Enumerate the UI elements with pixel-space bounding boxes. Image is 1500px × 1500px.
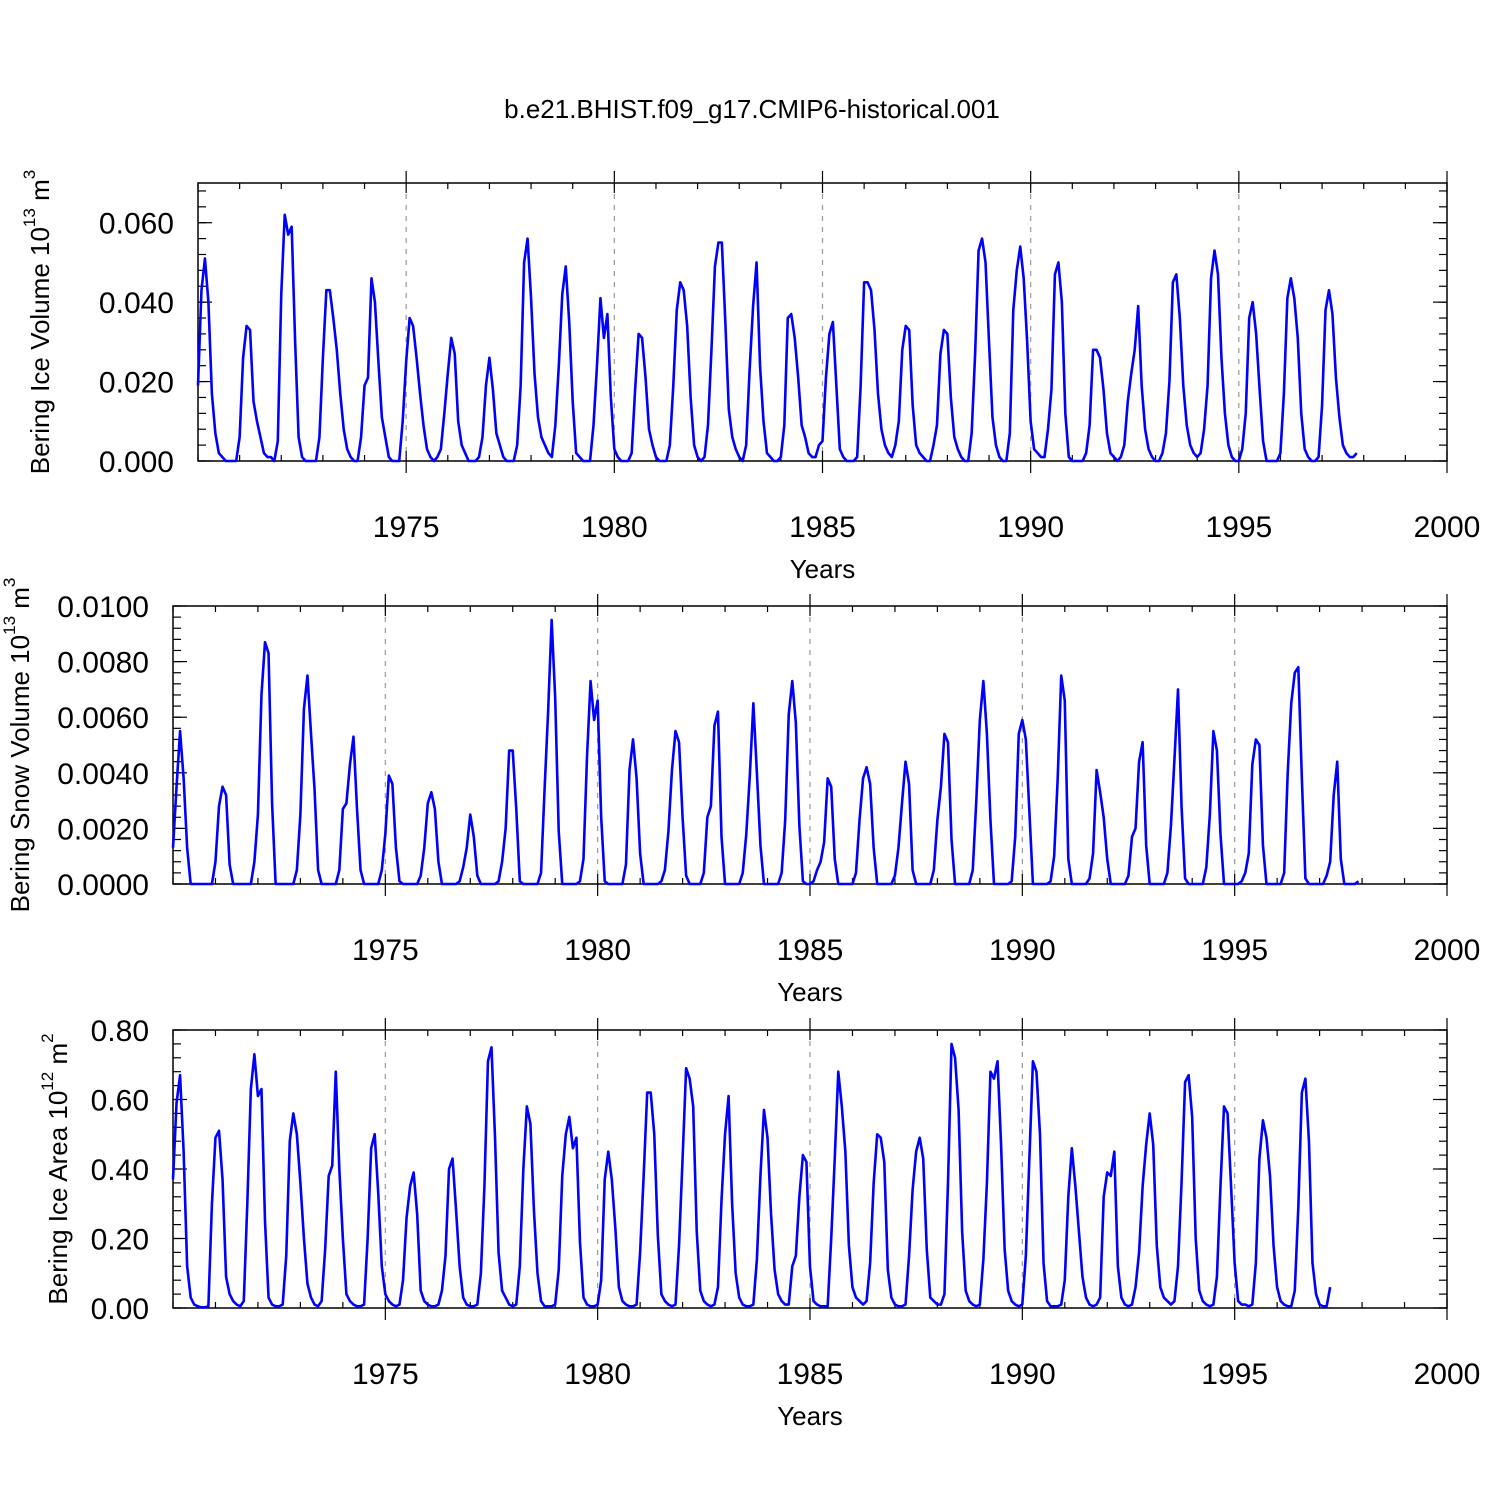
y-axis-label-yunit_base: 10 bbox=[43, 1091, 73, 1120]
y-axis-label-ylabel: Bering Ice Volume bbox=[25, 256, 55, 474]
x-tick-label: 2000 bbox=[1414, 511, 1481, 544]
x-axis-label: Years bbox=[777, 1401, 843, 1431]
y-axis-label-yunit_exp: 12 bbox=[38, 1072, 57, 1091]
x-tick-label: 1980 bbox=[564, 1358, 631, 1391]
x-tick-label: 2000 bbox=[1414, 1358, 1481, 1391]
y-tick-label: 0.0060 bbox=[57, 702, 149, 735]
series-line-bering-ice-volume bbox=[196, 213, 1358, 463]
y-axis-label-ylabel: Bering Snow Volume bbox=[5, 664, 35, 913]
y-tick-label: 0.0080 bbox=[57, 647, 149, 680]
x-axis-label: Years bbox=[777, 977, 843, 1007]
y-axis-label-yunit_dim_exp: 3 bbox=[20, 170, 39, 179]
x-tick-label: 1975 bbox=[373, 511, 440, 544]
y-tick-label: 0.0040 bbox=[57, 758, 149, 791]
y-tick-label: 0.060 bbox=[99, 208, 174, 241]
y-tick-label: 0.000 bbox=[99, 446, 174, 479]
x-tick-label: 1990 bbox=[997, 511, 1064, 544]
y-axis-label-yunit_base: 10 bbox=[25, 227, 55, 256]
x-axis-label: Years bbox=[790, 554, 856, 584]
y-tick-label: 0.0000 bbox=[57, 869, 149, 902]
y-axis-label-ylabel: Bering Ice Area bbox=[43, 1120, 73, 1305]
x-tick-label: 2000 bbox=[1414, 934, 1481, 967]
y-tick-label: 0.0020 bbox=[57, 813, 149, 846]
y-axis-label-yunit_dim_exp: 3 bbox=[0, 578, 19, 587]
y-axis-label-yunit_dim: m bbox=[25, 179, 55, 208]
y-tick-label: 0.40 bbox=[91, 1154, 149, 1187]
y-axis-label-yunit_dim: m bbox=[43, 1043, 73, 1072]
y-axis-label: Bering Ice Volume 1013 m3 bbox=[20, 170, 54, 474]
y-tick-label: 0.040 bbox=[99, 287, 174, 320]
y-tick-label: 0.20 bbox=[91, 1224, 149, 1257]
y-axis-label: Bering Snow Volume 1013 m3 bbox=[0, 578, 34, 913]
y-tick-label: 0.0100 bbox=[57, 591, 149, 624]
panel-2: 0.0000 0.0020 0.0040 0.0060 0.0080 0.0100 1975… bbox=[0, 578, 1480, 1007]
y-axis-label-yunit_dim_exp: 2 bbox=[38, 1033, 57, 1042]
x-tick-label: 1990 bbox=[989, 1358, 1056, 1391]
x-tick-label: 1990 bbox=[989, 934, 1056, 967]
panel-1: 0.000 0.020 0.040 0.060 1975 1980 1985 1990 1995… bbox=[20, 170, 1480, 584]
y-tick-label: 0.00 bbox=[91, 1293, 149, 1326]
x-tick-label: 1975 bbox=[352, 1358, 419, 1391]
panel-3: 0.00 0.20 0.40 0.60 0.80 1975 1980 1985 1990 1995… bbox=[38, 1015, 1480, 1431]
x-tick-label: 1980 bbox=[564, 934, 631, 967]
y-axis-label-yunit_exp: 13 bbox=[0, 616, 19, 635]
y-axis-label: Bering Ice Area 1012 m2 bbox=[38, 1033, 72, 1304]
y-tick-label: 0.60 bbox=[91, 1085, 149, 1118]
x-tick-label: 1980 bbox=[581, 511, 648, 544]
series-line-bering-snow-volume bbox=[171, 618, 1360, 886]
y-axis-label-yunit_dim: m bbox=[5, 587, 35, 616]
y-tick-label: 0.020 bbox=[99, 367, 174, 400]
series-line-bering-ice-area bbox=[171, 1042, 1332, 1309]
y-tick-label: 0.80 bbox=[91, 1015, 149, 1048]
x-tick-label: 1985 bbox=[777, 934, 844, 967]
y-axis-label-yunit_exp: 13 bbox=[20, 208, 39, 227]
x-tick-label: 1985 bbox=[777, 1358, 844, 1391]
x-tick-label: 1995 bbox=[1205, 511, 1272, 544]
x-tick-label: 1985 bbox=[789, 511, 856, 544]
x-tick-label: 1995 bbox=[1201, 1358, 1268, 1391]
y-axis-label-yunit_base: 10 bbox=[5, 635, 35, 664]
x-tick-label: 1975 bbox=[352, 934, 419, 967]
x-tick-label: 1995 bbox=[1201, 934, 1268, 967]
chart-title: b.e21.BHIST.f09_g17.CMIP6-historical.001 bbox=[504, 94, 1000, 124]
